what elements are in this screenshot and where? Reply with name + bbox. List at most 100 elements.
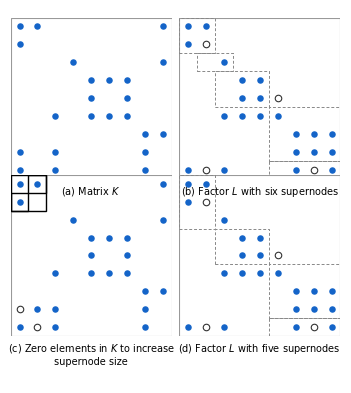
Point xyxy=(221,113,227,119)
Point xyxy=(35,180,40,187)
Point xyxy=(124,234,130,241)
Point xyxy=(17,324,22,331)
Point xyxy=(142,288,148,294)
Point xyxy=(124,77,130,83)
Point xyxy=(185,41,191,48)
Point xyxy=(160,288,166,294)
Point xyxy=(160,217,166,223)
Point xyxy=(293,149,298,155)
Point xyxy=(53,167,58,173)
Point xyxy=(311,131,316,137)
Point xyxy=(185,180,191,187)
Point xyxy=(329,306,334,312)
Point xyxy=(106,234,112,241)
Point xyxy=(293,324,298,331)
Point xyxy=(311,149,316,155)
Text: (c) Zero elements in $K$ to increase
supernode size: (c) Zero elements in $K$ to increase sup… xyxy=(8,342,175,367)
Point xyxy=(142,324,148,331)
Point xyxy=(221,324,227,331)
Point xyxy=(71,217,76,223)
Point xyxy=(203,23,209,29)
Point xyxy=(17,41,22,48)
Point xyxy=(71,59,76,66)
Point xyxy=(311,167,316,173)
Point xyxy=(106,77,112,83)
Point xyxy=(221,217,227,223)
Point xyxy=(239,234,245,241)
Point xyxy=(185,23,191,29)
Point xyxy=(221,270,227,277)
Text: (b) Factor $L$ with six supernodes: (b) Factor $L$ with six supernodes xyxy=(181,185,339,199)
Point xyxy=(257,95,263,101)
Point xyxy=(17,149,22,155)
Point xyxy=(293,167,298,173)
Bar xyxy=(215,72,269,107)
Point xyxy=(17,306,22,312)
Point xyxy=(142,306,148,312)
Point xyxy=(221,59,227,66)
Point xyxy=(160,131,166,137)
Point xyxy=(53,306,58,312)
Point xyxy=(221,167,227,173)
Point xyxy=(257,77,263,83)
Point xyxy=(106,270,112,277)
Point xyxy=(329,288,334,294)
Point xyxy=(203,167,209,173)
Point xyxy=(53,149,58,155)
Point xyxy=(142,131,148,137)
Bar xyxy=(197,53,233,72)
Point xyxy=(239,270,245,277)
Point xyxy=(124,113,130,119)
Point xyxy=(185,167,191,173)
Point xyxy=(142,167,148,173)
Point xyxy=(275,270,280,277)
Point xyxy=(88,252,94,259)
Point xyxy=(239,77,245,83)
Point xyxy=(53,270,58,277)
Point xyxy=(311,306,316,312)
Point xyxy=(329,149,334,155)
Bar xyxy=(28,175,46,193)
Point xyxy=(88,270,94,277)
Point xyxy=(160,180,166,187)
Point xyxy=(203,324,209,331)
Point xyxy=(311,324,316,331)
Point xyxy=(257,270,263,277)
Bar xyxy=(11,175,46,211)
Point xyxy=(88,95,94,101)
Bar xyxy=(179,18,215,53)
Point xyxy=(257,113,263,119)
Bar xyxy=(11,193,28,211)
Point xyxy=(329,131,334,137)
Bar xyxy=(269,264,340,318)
Point xyxy=(88,77,94,83)
Point xyxy=(17,180,22,187)
Point xyxy=(203,198,209,205)
Point xyxy=(203,41,209,48)
Point xyxy=(257,252,263,259)
Point xyxy=(203,180,209,187)
Point xyxy=(293,288,298,294)
Point xyxy=(53,113,58,119)
Point xyxy=(311,288,316,294)
Point xyxy=(53,324,58,331)
Point xyxy=(35,23,40,29)
Point xyxy=(185,324,191,331)
Point xyxy=(35,324,40,331)
Point xyxy=(160,23,166,29)
Point xyxy=(17,23,22,29)
Point xyxy=(106,113,112,119)
Point xyxy=(329,324,334,331)
Point xyxy=(293,131,298,137)
Text: (a) Matrix $K$: (a) Matrix $K$ xyxy=(61,185,121,198)
Bar xyxy=(269,318,340,336)
Point xyxy=(275,252,280,259)
Point xyxy=(35,306,40,312)
Point xyxy=(160,59,166,66)
Point xyxy=(17,167,22,173)
Bar xyxy=(179,175,215,229)
Point xyxy=(124,95,130,101)
Bar xyxy=(269,107,340,161)
Point xyxy=(17,198,22,205)
Point xyxy=(124,252,130,259)
